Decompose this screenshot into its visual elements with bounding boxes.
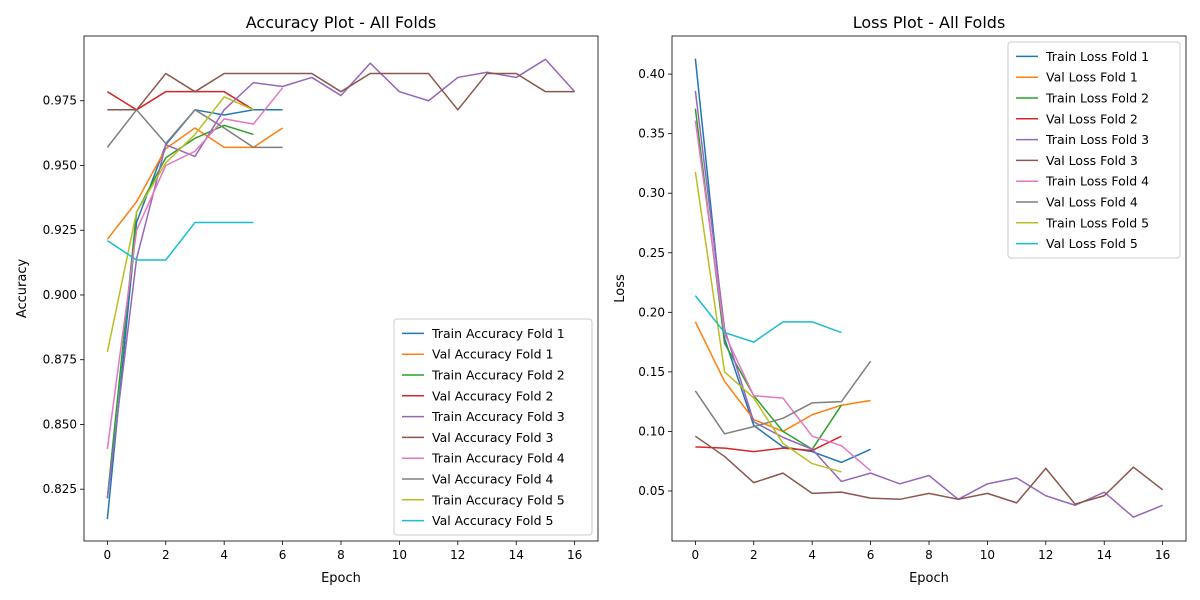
loss-legend-entry: Val Loss Fold 3 <box>1046 153 1138 168</box>
loss-legend-entry: Train Loss Fold 3 <box>1045 132 1149 147</box>
accuracy-legend-entry: Val Accuracy Fold 1 <box>432 347 553 362</box>
accuracy-chart: Accuracy Plot - All Folds 0 2 4 6 8 10 12 14 16 0.… <box>15 13 599 586</box>
accuracy-y-axis-label: Accuracy <box>15 259 30 319</box>
loss-series-line-9 <box>694 171 842 473</box>
loss-legend: Train Loss Fold 1 Val Loss Fold 1 Train Lo… <box>1007 41 1181 259</box>
loss-x-tick-label: 8 <box>925 548 933 562</box>
loss-y-tick-label: 0.35 <box>638 127 665 141</box>
loss-legend-entry: Train Loss Fold 4 <box>1045 174 1149 189</box>
accuracy-x-tick-label: 2 <box>162 548 170 562</box>
accuracy-x-tick-label: 14 <box>509 548 524 562</box>
accuracy-x-tick-label: 4 <box>220 548 228 562</box>
loss-x-tick-label: 14 <box>1097 548 1112 562</box>
accuracy-y-tick-label: 0.875 <box>43 353 77 367</box>
accuracy-axes-frame <box>83 35 599 542</box>
loss-y-tick-label: 0.05 <box>638 484 665 498</box>
loss-axes-frame <box>671 35 1187 542</box>
accuracy-legend-box <box>393 318 593 536</box>
accuracy-legend-entry: Train Accuracy Fold 2 <box>431 368 565 383</box>
loss-series-line-10 <box>694 295 842 343</box>
accuracy-legend-entry: Train Accuracy Fold 3 <box>431 409 565 424</box>
accuracy-y-tick-label: 0.925 <box>43 223 77 237</box>
loss-series-line-4 <box>695 435 842 453</box>
loss-legend-entry: Train Loss Fold 5 <box>1045 215 1149 230</box>
loss-y-tick-label: 0.20 <box>638 305 665 319</box>
loss-series-line-8 <box>694 360 872 435</box>
accuracy-y-tick-label: 0.950 <box>43 158 77 172</box>
loss-y-tick-label: 0.40 <box>638 67 665 81</box>
loss-y-tick-label: 0.15 <box>638 365 665 379</box>
loss-x-tick-label: 2 <box>750 548 758 562</box>
accuracy-x-tick-label: 16 <box>567 548 582 562</box>
accuracy-legend-entry: Train Accuracy Fold 1 <box>431 326 565 341</box>
accuracy-series-line-4 <box>106 90 254 111</box>
accuracy-x-tick-label: 12 <box>450 548 465 562</box>
loss-chart: Loss Plot - All Folds 0 2 4 6 8 10 12 14 16 0.05 0.… <box>613 13 1187 586</box>
loss-series-line-7 <box>694 120 872 472</box>
loss-series-line-6 <box>694 435 1164 505</box>
accuracy-series-line-6 <box>107 72 575 111</box>
loss-series-line-2 <box>694 321 871 433</box>
loss-legend-entry: Val Loss Fold 4 <box>1046 195 1138 210</box>
loss-x-tick-label: 0 <box>692 548 700 562</box>
accuracy-legend: Train Accuracy Fold 1 Val Accuracy Fold 1… <box>393 318 593 536</box>
accuracy-y-tick-label: 0.975 <box>43 94 77 108</box>
loss-y-tick-label: 0.25 <box>638 246 665 260</box>
accuracy-legend-entry: Train Accuracy Fold 5 <box>431 492 565 507</box>
loss-title: Loss Plot - All Folds <box>853 13 1006 32</box>
accuracy-y-tick-label: 0.900 <box>43 288 77 302</box>
accuracy-y-tick-label: 0.850 <box>43 417 77 431</box>
accuracy-series-line-3 <box>106 124 254 499</box>
loss-legend-entry: Train Loss Fold 1 <box>1045 49 1149 64</box>
accuracy-x-tick-label: 6 <box>279 548 287 562</box>
loss-y-axis-label: Loss <box>613 274 628 303</box>
loss-x-tick-label: 10 <box>980 548 995 562</box>
accuracy-x-tick-label: 8 <box>337 548 345 562</box>
loss-legend-box <box>1007 41 1181 259</box>
loss-x-tick-label: 6 <box>867 548 875 562</box>
loss-legend-entry: Val Loss Fold 1 <box>1046 70 1138 85</box>
loss-series-line-1 <box>694 58 871 464</box>
accuracy-legend-entry: Val Accuracy Fold 3 <box>432 430 553 445</box>
loss-x-axis-label: Epoch <box>909 571 949 586</box>
accuracy-legend-entry: Val Accuracy Fold 5 <box>432 513 553 528</box>
loss-series-line-3 <box>694 108 843 451</box>
loss-legend-entry: Val Loss Fold 5 <box>1046 236 1138 251</box>
loss-legend-entry: Val Loss Fold 2 <box>1046 111 1138 126</box>
accuracy-x-tick-label: 0 <box>104 548 112 562</box>
accuracy-legend-entry: Val Accuracy Fold 2 <box>432 388 553 403</box>
accuracy-title: Accuracy Plot - All Folds <box>246 13 437 32</box>
loss-legend-entry: Train Loss Fold 2 <box>1045 91 1149 106</box>
accuracy-x-tick-label: 10 <box>392 548 407 562</box>
accuracy-series-line-10 <box>106 221 254 261</box>
loss-x-tick-label: 4 <box>808 548 816 562</box>
accuracy-series-line-8 <box>106 109 283 149</box>
accuracy-legend-entry: Val Accuracy Fold 4 <box>432 472 554 487</box>
loss-x-tick-label: 12 <box>1038 548 1053 562</box>
accuracy-x-axis-label: Epoch <box>321 571 361 586</box>
accuracy-series-line-1 <box>106 109 283 520</box>
accuracy-series-line-9 <box>106 96 254 353</box>
accuracy-series-line-7 <box>106 87 284 450</box>
accuracy-legend-entry: Train Accuracy Fold 4 <box>431 451 565 466</box>
loss-y-tick-label: 0.10 <box>638 424 665 438</box>
loss-x-tick-label: 16 <box>1155 548 1170 562</box>
loss-y-tick-label: 0.30 <box>638 186 665 200</box>
accuracy-y-tick-label: 0.825 <box>43 482 77 496</box>
